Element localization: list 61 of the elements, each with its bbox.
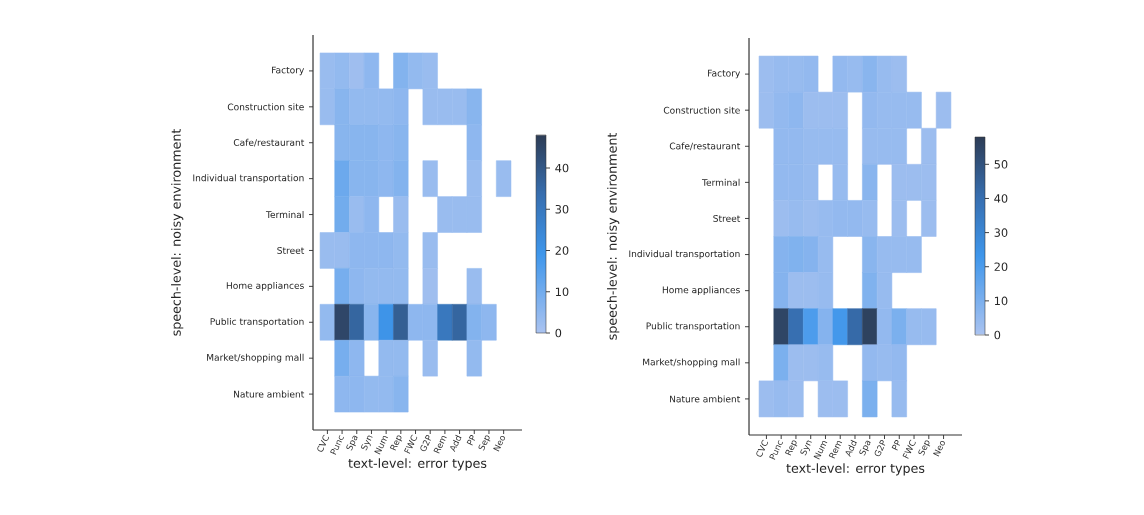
y-tick-label: Terminal (701, 178, 740, 186)
y-tick-label: Home appliances (662, 286, 740, 296)
x-tick-label: Rem (828, 440, 843, 459)
x-tick-label: Rep (389, 435, 403, 451)
y-axis-title: speech-level: noisy environment (607, 132, 620, 340)
x-tick-label: Sep (918, 440, 931, 456)
x-tick-label: Add (845, 439, 857, 457)
x-tick-label: FWC (404, 434, 418, 454)
y-tick-label: Nature ambient (234, 390, 305, 398)
y-tick-label: Factory (272, 66, 305, 76)
x-tick-label: G2P (420, 434, 431, 452)
x-tick-label: Syn (800, 440, 812, 456)
y-tick-label: Individual transportation (629, 250, 740, 259)
color-bar-label: 20 (555, 246, 569, 255)
y-tick-label: Market/shopping mall (207, 353, 304, 363)
y-tick-label: Cafe/restaurant (669, 142, 741, 151)
y-tick-label: Construction site (663, 106, 740, 114)
y-tick-label: Nature ambient (670, 395, 741, 403)
y-tick-label: Public transportation (210, 317, 304, 327)
y-tick-label: Individual transportation (193, 174, 304, 184)
x-tick-label: Sep (478, 435, 491, 451)
y-tick-label: Public transportation (646, 322, 740, 332)
color-bar-label: 50 (994, 160, 1008, 169)
y-tick-label: Terminal (265, 211, 304, 219)
x-tick-label: CVC (317, 434, 329, 452)
x-tick-label: PP (466, 434, 475, 446)
x-tick-label: Syn (361, 435, 373, 451)
x-tick-label: Punc (769, 440, 783, 460)
color-bar-label: 30 (555, 204, 569, 214)
x-axis-title: text-level: error types (786, 463, 925, 476)
color-bar-label: 40 (994, 194, 1008, 203)
x-tick-label: PP (891, 439, 900, 451)
y-tick-label: Market/shopping mall (643, 358, 740, 368)
x-tick-label: Spa (346, 435, 358, 451)
y-tick-label: Cafe/restaurant (233, 138, 305, 147)
x-tick-label: Neo (493, 435, 505, 452)
x-tick-label: G2P (874, 439, 886, 457)
y-tick-label: Construction site (227, 103, 304, 111)
x-tick-label: Neo (933, 440, 945, 457)
color-bar-label: 30 (994, 228, 1008, 237)
y-tick-label: Street (713, 215, 741, 222)
y-axis-title: speech-level: noisy environment (171, 128, 184, 336)
color-bar-label: 10 (994, 296, 1008, 306)
y-tick-label: Factory (708, 69, 741, 79)
x-tick-label: Num (813, 440, 828, 460)
y-tick-label: Home appliances (226, 281, 304, 291)
x-tick-label: Spa (859, 440, 871, 456)
x-tick-label: Add (450, 434, 462, 452)
x-tick-label: Rep (784, 440, 798, 456)
x-tick-label: CVC (756, 439, 769, 457)
color-bar-label: 0 (994, 330, 1001, 340)
color-bar-label: 10 (555, 287, 569, 297)
x-tick-label: Rem (433, 435, 447, 454)
y-tick-label: Street (277, 247, 305, 254)
color-bar-label: 0 (555, 328, 562, 338)
x-axis-title: text-level: error types (348, 458, 487, 471)
x-tick-label: Punc (330, 435, 344, 455)
x-tick-label: Num (374, 435, 388, 455)
color-bar-label: 40 (555, 163, 569, 173)
x-tick-label: FWC (902, 439, 916, 459)
color-bar-label: 20 (994, 262, 1008, 272)
